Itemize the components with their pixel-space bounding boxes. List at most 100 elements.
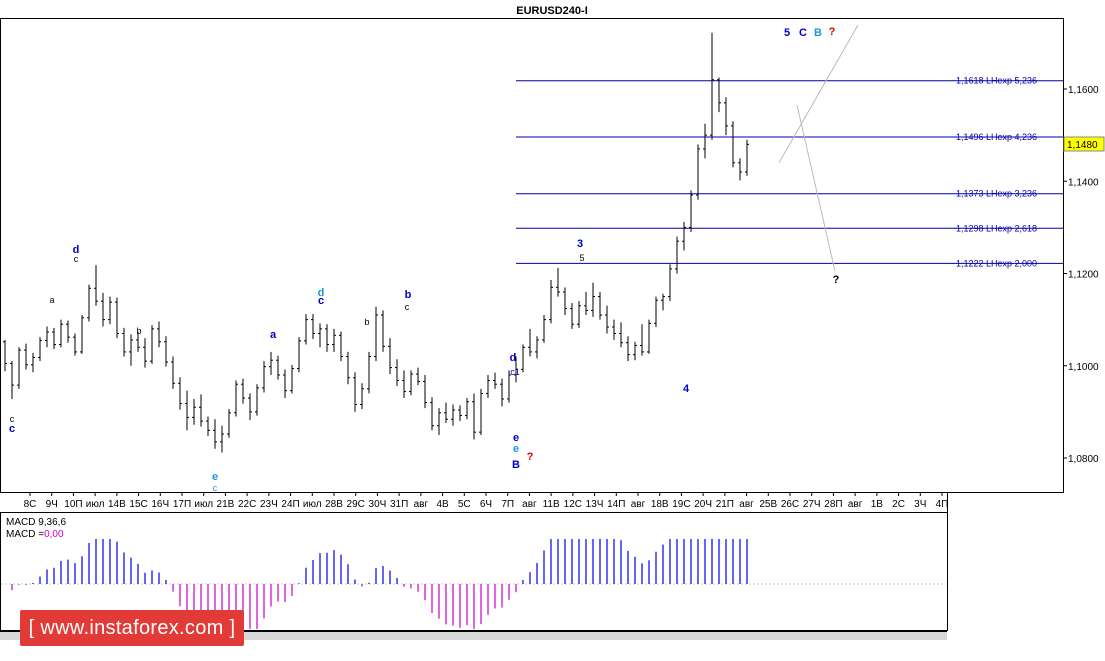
time-label-4: 14В — [108, 499, 126, 510]
ohlc-bar-65 — [458, 405, 462, 422]
ohlc-bar-76 — [535, 336, 539, 359]
ohlc-bar-106 — [745, 139, 749, 176]
ohlc-bar-47 — [332, 328, 336, 352]
time-label-25: 12С — [564, 499, 582, 510]
time-label-3: июл — [86, 499, 105, 510]
ohlc-bar-72 — [507, 370, 511, 403]
time-label-35: 26С — [781, 499, 799, 510]
ohlc-bar-42 — [297, 337, 301, 373]
price-tick-label-2: 1,1200 — [1068, 270, 1099, 281]
wave-label-1: C — [799, 27, 807, 39]
ohlc-bar-26 — [185, 390, 189, 431]
wave-label-26: 4 — [683, 383, 690, 395]
wave-label-14: a — [270, 329, 277, 341]
ohlc-bar-86 — [605, 305, 609, 334]
time-label-32: 21П — [716, 499, 734, 510]
projection-down — [796, 104, 836, 272]
time-label-9: 21В — [217, 499, 235, 510]
ohlc-bar-70 — [493, 372, 497, 389]
ohlc-bar-94 — [661, 293, 665, 311]
time-label-1: 9Ч — [46, 499, 58, 510]
fib-label-4: 1,1222 LHexp 2,000 — [956, 258, 1037, 268]
ohlc-bar-57 — [402, 370, 406, 399]
ohlc-bar-43 — [304, 314, 308, 345]
ohlc-bar-92 — [647, 319, 651, 354]
ohlc-bar-54 — [381, 310, 385, 352]
ohlc-bar-63 — [444, 402, 448, 423]
ohlc-bar-20 — [143, 338, 147, 368]
ohlc-bar-44 — [311, 314, 315, 339]
ohlc-bar-82 — [577, 301, 581, 328]
ohlc-bar-69 — [486, 374, 490, 399]
ohlc-bar-17 — [122, 327, 126, 357]
current-price-label: 1,1480 — [1067, 140, 1098, 151]
ohlc-bar-28 — [199, 394, 203, 427]
ohlc-bar-36 — [255, 384, 259, 416]
time-label-24: 11В — [543, 499, 560, 510]
wave-label-7: c — [74, 254, 79, 264]
projection-lines — [778, 24, 859, 272]
time-label-38: авг — [848, 499, 863, 510]
ohlc-bar-0 — [3, 339, 7, 372]
ohlc-bar-55 — [388, 338, 392, 375]
wave-label-15: b — [364, 317, 369, 327]
time-label-7: 17П — [173, 499, 191, 510]
time-label-28: авг — [631, 499, 646, 510]
ohlc-bar-62 — [437, 408, 441, 435]
ohlc-bar-11 — [80, 315, 84, 354]
ohlc-bar-39 — [276, 355, 280, 380]
fib-label-2: 1,1373 LHexp 3,236 — [956, 189, 1037, 199]
wave-label-16: d — [510, 352, 517, 364]
fib-label-0: 1,1618 LHexp 5,236 — [956, 76, 1037, 86]
ohlc-bar-9 — [66, 320, 70, 343]
macd-value: 0,00 — [44, 529, 64, 540]
time-label-22: 7П — [501, 499, 514, 510]
ohlc-bar-75 — [528, 328, 532, 357]
ohlc-bar-45 — [318, 323, 322, 348]
ohlc-bar-87 — [612, 319, 616, 340]
ohlc-bar-14 — [101, 292, 105, 327]
ohlc-bar-37 — [262, 361, 266, 393]
ohlc-bar-61 — [430, 397, 434, 431]
instaforex-watermark: [ www.instaforex.com ] — [20, 610, 244, 646]
time-label-23: авг — [522, 499, 537, 510]
wave-label-13: b — [136, 326, 141, 336]
time-label-41: 3Ч — [914, 499, 926, 510]
price-tick-label-0: 1,1600 — [1068, 85, 1099, 96]
ohlc-bar-102 — [717, 77, 721, 113]
ohlc-bar-40 — [283, 369, 287, 399]
price-axis: 1,1600 1,1400 1,1200 1,1000 1,0800 — [1063, 85, 1099, 465]
fib-label-1: 1,1496 LHexp 4,236 — [956, 132, 1037, 142]
ohlc-bar-91 — [640, 324, 644, 356]
ohlc-bar-99 — [696, 144, 700, 200]
time-label-29: 18В — [651, 499, 669, 510]
time-label-5: 15С — [129, 499, 147, 510]
ohlc-bar-71 — [500, 378, 504, 407]
wave-label-17: c1 — [510, 367, 520, 377]
macd-panel-frame — [0, 512, 948, 631]
ohlc-bar-83 — [584, 291, 588, 316]
wave-label-4: 3 — [577, 238, 583, 250]
ohlc-bar-5 — [38, 337, 42, 362]
price-bars — [3, 32, 749, 453]
wave-label-3: ? — [829, 26, 836, 38]
wave-label-22: c — [9, 423, 15, 435]
scrollbar[interactable] — [0, 632, 947, 640]
ohlc-bar-77 — [542, 315, 546, 343]
time-label-36: 27Ч — [803, 499, 821, 510]
time-label-0: 8C — [24, 499, 37, 510]
ohlc-bar-81 — [570, 303, 574, 329]
wave-label-0: 5 — [784, 27, 790, 39]
ohlc-bar-2 — [17, 347, 21, 389]
price-tick-label-3: 1,1000 — [1068, 362, 1099, 373]
time-label-42: 4П — [936, 499, 949, 510]
ohlc-bar-15 — [108, 296, 112, 325]
ohlc-bar-104 — [731, 121, 735, 168]
ohlc-bar-10 — [73, 333, 77, 356]
time-label-27: 14П — [607, 499, 625, 510]
ohlc-bar-46 — [325, 324, 329, 352]
ohlc-bar-103 — [724, 97, 728, 136]
wave-label-10: b — [405, 289, 412, 301]
